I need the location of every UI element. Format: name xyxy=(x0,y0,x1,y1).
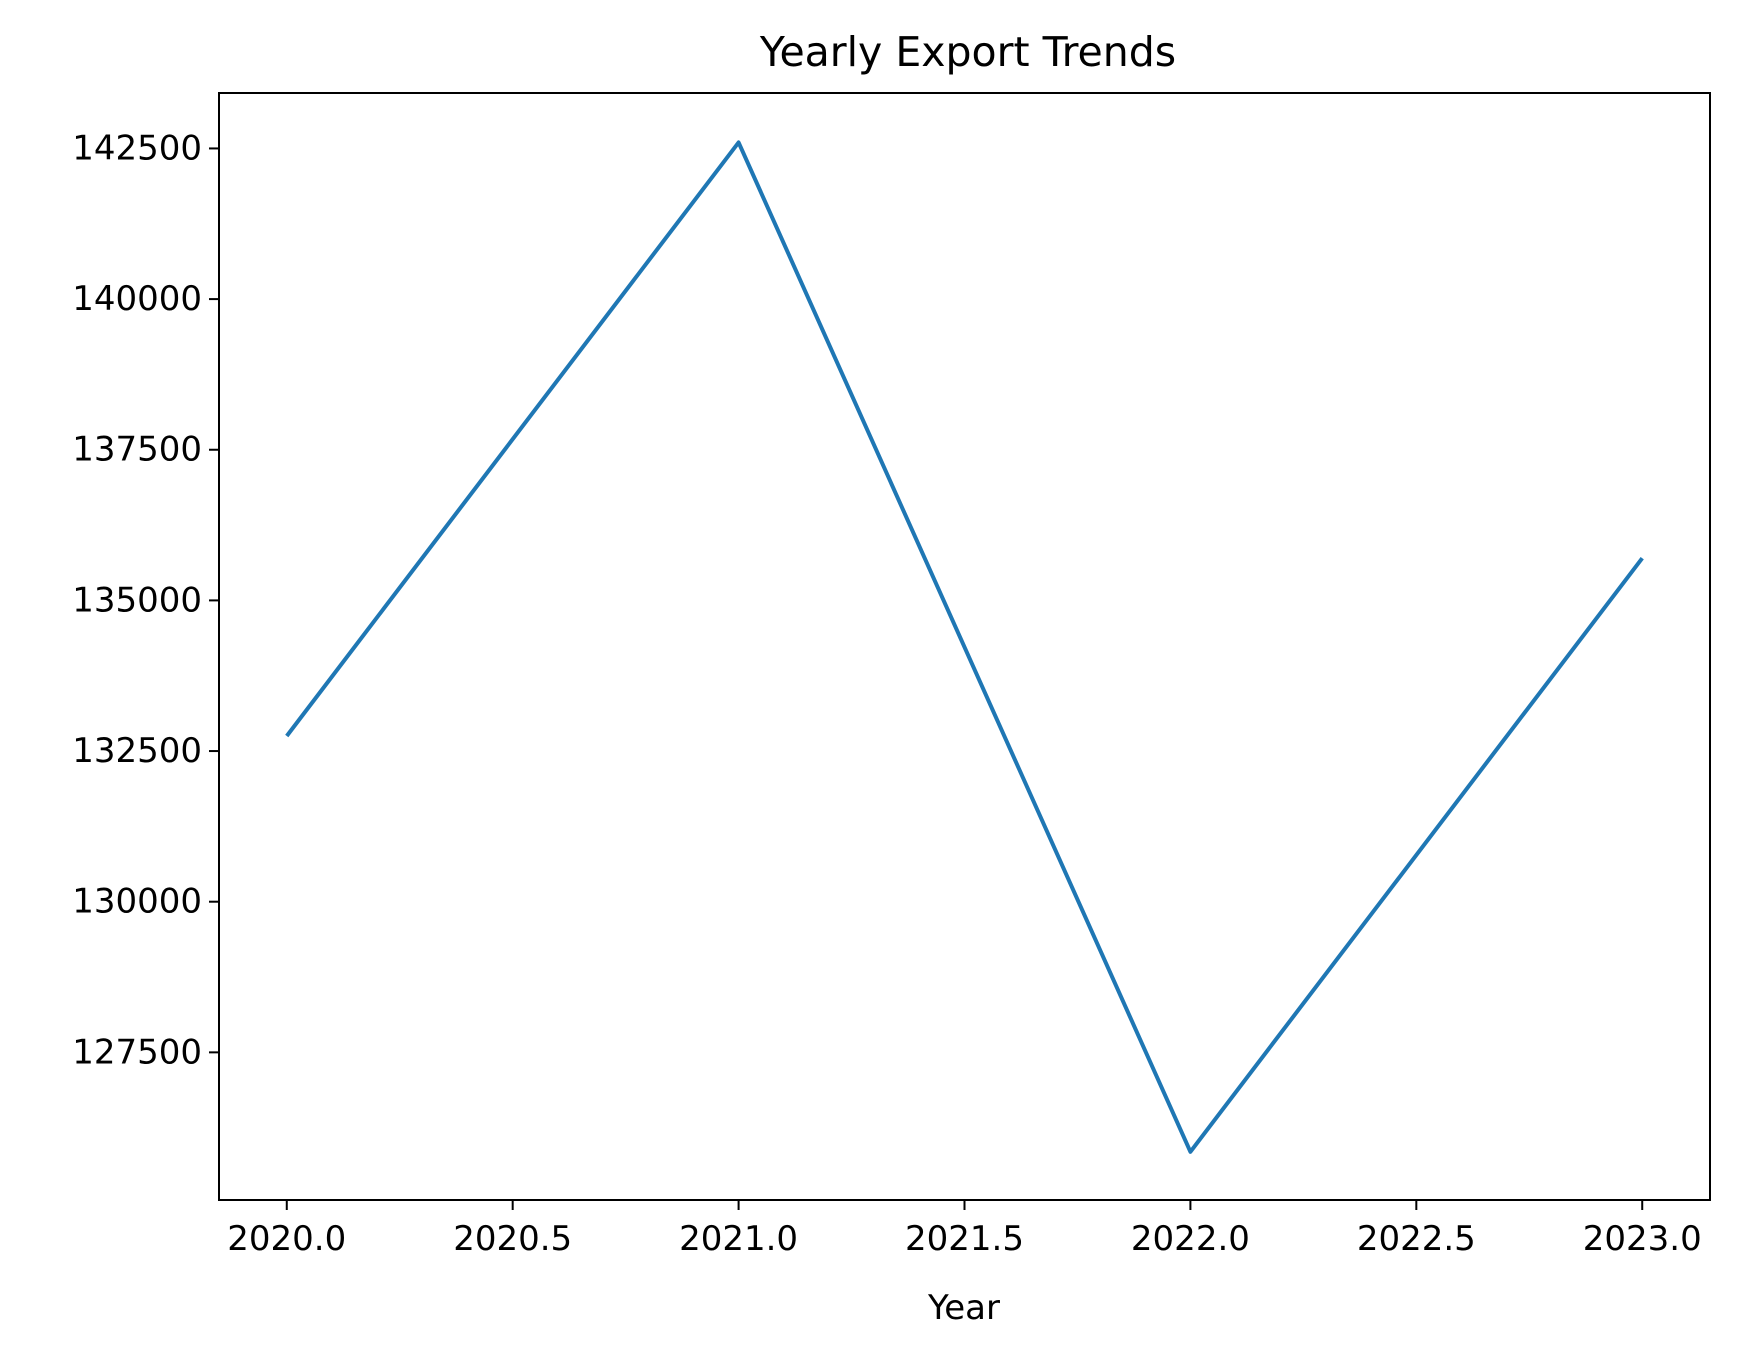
series-line xyxy=(285,140,1644,1154)
x-tick-label: 2022.0 xyxy=(1131,1219,1250,1259)
chart-title: Yearly Export Trends xyxy=(759,28,1176,76)
x-tick-label: 2020.5 xyxy=(453,1219,572,1259)
x-tick-label: 2020.0 xyxy=(227,1219,346,1259)
series-layer xyxy=(285,140,1644,1154)
x-axis-title: Year xyxy=(927,1288,1000,1328)
y-tick-label: 130000 xyxy=(72,882,202,922)
y-tick-label: 137500 xyxy=(72,430,202,470)
x-tick-label: 2022.5 xyxy=(1357,1219,1476,1259)
y-tick-label: 140000 xyxy=(72,279,202,319)
x-tick-label: 2021.5 xyxy=(905,1219,1024,1259)
y-tick-label: 132500 xyxy=(72,731,202,771)
x-axis: 2020.0 2020.5 2021.0 2021.5 2022.0 2022.5 2023… xyxy=(227,1200,1702,1259)
y-tick-label: 135000 xyxy=(72,580,202,620)
x-tick-label: 2021.0 xyxy=(679,1219,798,1259)
y-tick-label: 127500 xyxy=(72,1032,202,1072)
y-tick-label: 142500 xyxy=(72,128,202,168)
plot-frame xyxy=(218,92,1711,1201)
x-tick-label: 2023.0 xyxy=(1583,1219,1702,1259)
y-axis: 127500 130000 132500 135000 137500 140000 1425… xyxy=(72,128,219,1072)
